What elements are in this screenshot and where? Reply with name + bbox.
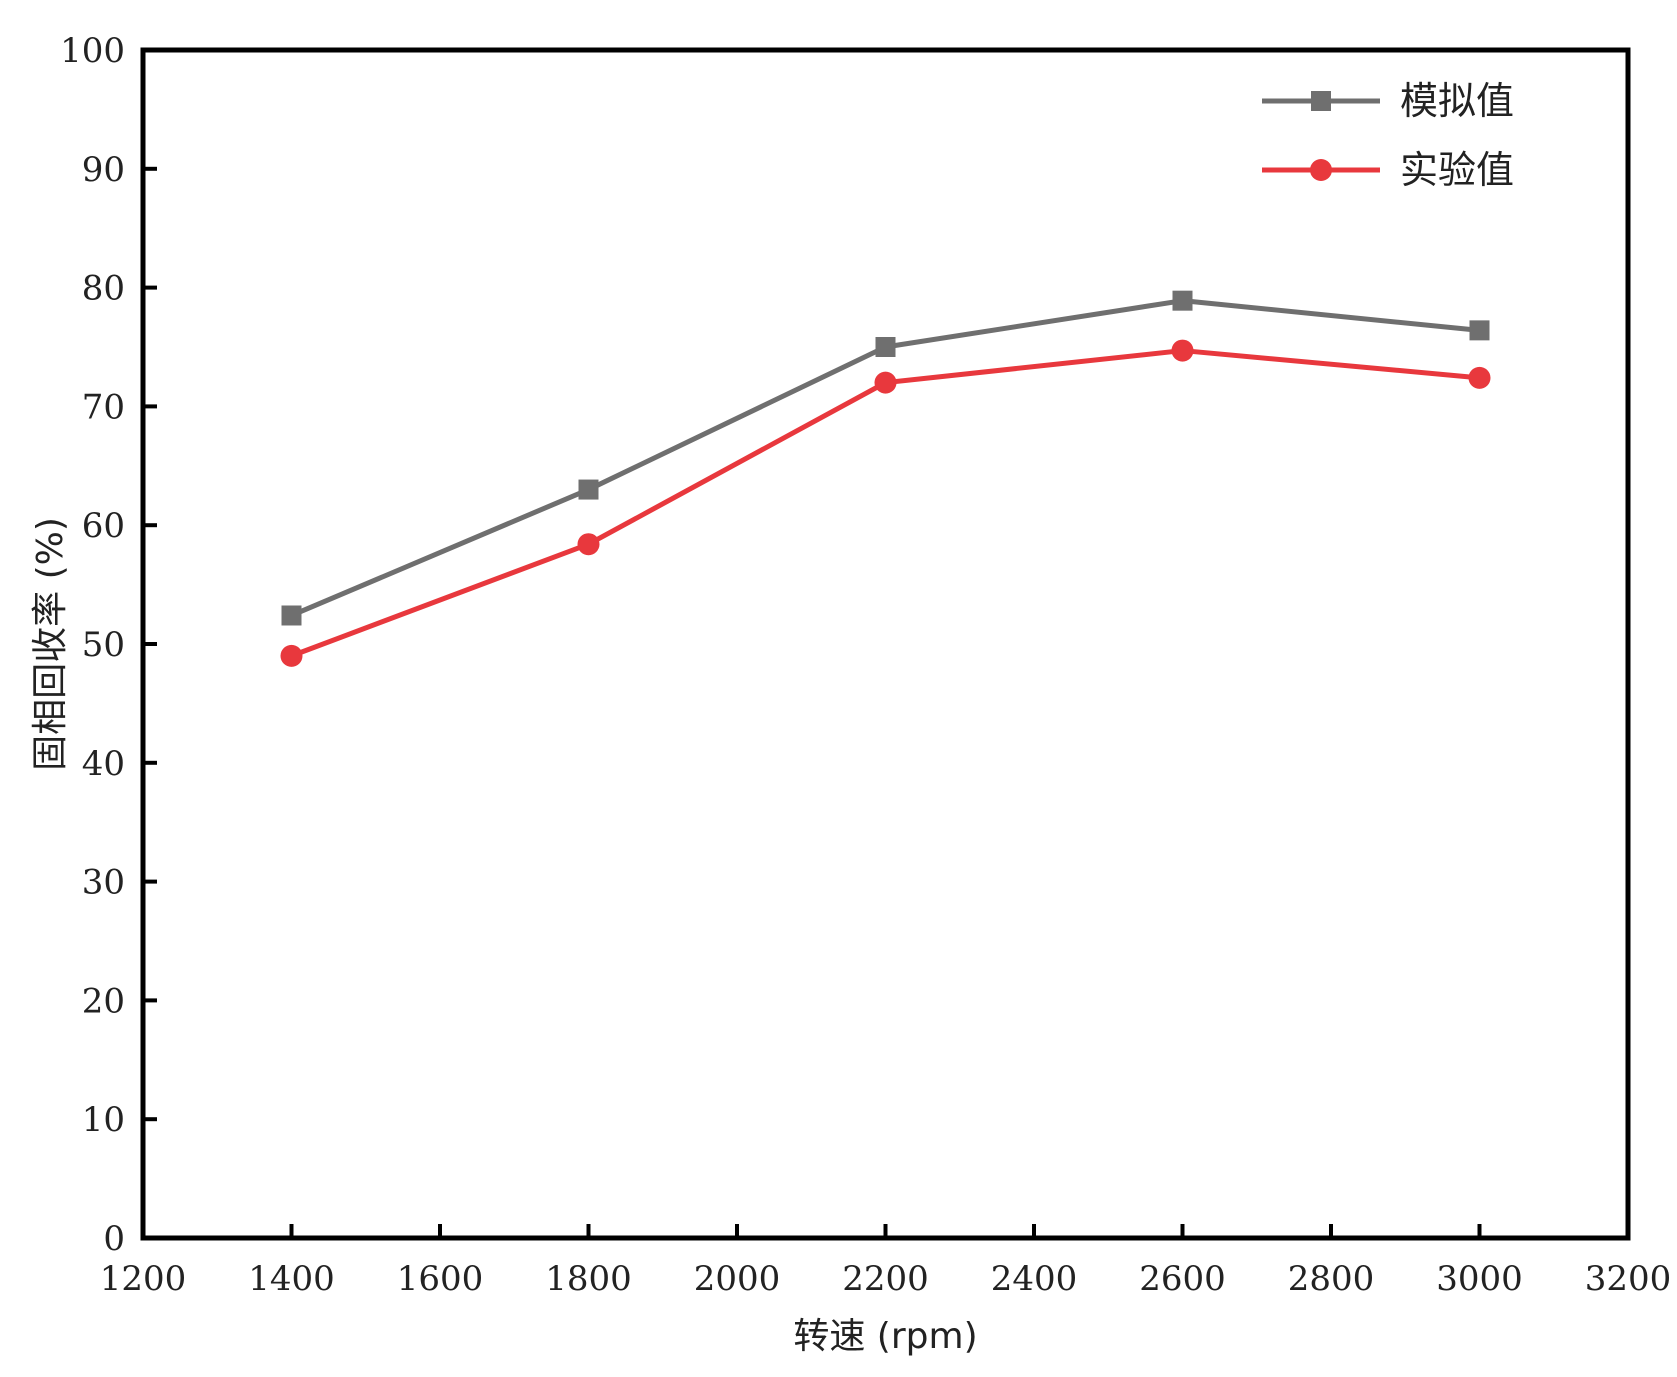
x-tick-label: 2800 — [1288, 1259, 1375, 1299]
x-tick-label: 1600 — [397, 1259, 484, 1299]
legend-marker — [1311, 91, 1331, 111]
legend-marker — [1310, 159, 1332, 181]
y-tick-label: 70 — [82, 387, 125, 427]
y-tick-label: 10 — [82, 1100, 125, 1140]
x-tick-label: 2600 — [1139, 1259, 1226, 1299]
y-tick-label: 0 — [103, 1219, 125, 1259]
y-tick-label: 60 — [82, 506, 125, 546]
x-tick-label: 2000 — [694, 1259, 781, 1299]
x-tick-label: 2200 — [842, 1259, 929, 1299]
plot-border — [140, 47, 1631, 1241]
series-layer — [280, 290, 1491, 667]
y-tick-label: 30 — [82, 863, 125, 903]
y-axis-title: 固相回收率 (%) — [30, 517, 71, 771]
data-point — [1468, 366, 1491, 389]
x-tick-label: 3200 — [1585, 1259, 1672, 1299]
x-tick-label: 2400 — [991, 1259, 1078, 1299]
data-point — [578, 479, 599, 500]
data-point — [1171, 339, 1194, 362]
x-tick-label: 1400 — [248, 1259, 335, 1299]
data-point — [280, 644, 303, 667]
x-tick-label: 3000 — [1436, 1259, 1523, 1299]
x-tick-label: 1800 — [545, 1259, 632, 1299]
data-point — [1172, 290, 1193, 311]
x-axis-title: 转速 (rpm) — [793, 1316, 977, 1357]
y-tick-label: 90 — [82, 150, 125, 190]
y-tick-label: 50 — [82, 625, 125, 665]
data-point — [874, 371, 897, 394]
series-line-2 — [290, 348, 1480, 659]
legend-label: 实验值 — [1400, 148, 1514, 192]
y-tick-label: 20 — [82, 981, 125, 1021]
data-point — [577, 533, 600, 556]
x-tick-label: 1200 — [100, 1259, 187, 1299]
data-point — [875, 337, 896, 357]
y-tick-label: 100 — [60, 31, 125, 71]
y-tick-label: 80 — [82, 269, 125, 309]
data-point — [281, 605, 302, 626]
plot-frame — [140, 47, 1631, 1241]
axis-ticks: 1200 1400 1600 1800 2000 2200 2400 2600 2800 3000… — [60, 31, 1671, 1299]
y-tick-label: 40 — [82, 744, 125, 784]
legend-label: 模拟值 — [1400, 79, 1514, 123]
data-point — [1469, 320, 1490, 341]
